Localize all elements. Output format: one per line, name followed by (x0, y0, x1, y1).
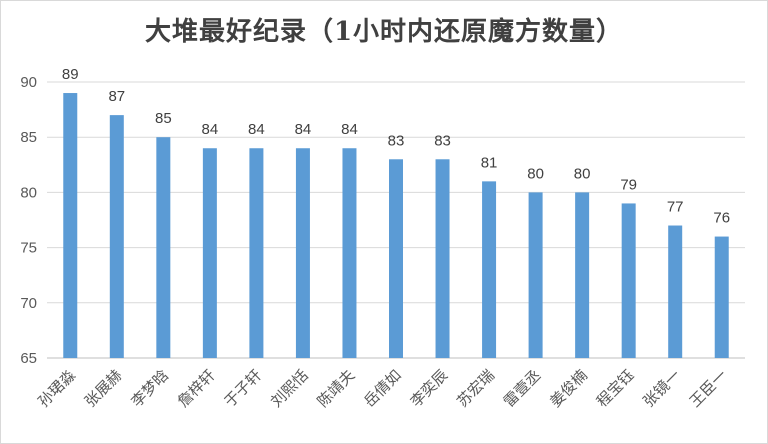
y-tick-label: 70 (20, 295, 37, 312)
x-tick-label: 孙珺淼 (35, 366, 80, 411)
data-label: 87 (108, 88, 125, 105)
bar (63, 93, 78, 358)
data-label: 83 (388, 132, 405, 149)
x-tick-label: 雷壹丞 (500, 366, 545, 411)
x-tick-label: 刘熙恬 (267, 366, 312, 411)
bar (575, 192, 590, 358)
data-label: 80 (574, 165, 591, 182)
y-tick-label: 65 (20, 350, 37, 367)
data-label: 84 (295, 121, 312, 138)
x-tick-label: 詹梓轩 (174, 366, 219, 411)
bar (156, 137, 171, 358)
data-label: 85 (155, 110, 172, 127)
y-tick-label: 80 (20, 184, 37, 201)
bar (668, 225, 683, 358)
bar (249, 148, 264, 358)
y-tick-label: 90 (20, 74, 37, 91)
bar (295, 148, 310, 358)
y-tick-label: 85 (20, 129, 37, 146)
bar (342, 148, 357, 358)
x-tick-label: 李奕辰 (407, 366, 452, 411)
x-tick-label: 姜俊楠 (546, 366, 591, 411)
data-label: 77 (667, 199, 684, 216)
bar (389, 159, 403, 358)
bar (714, 236, 729, 358)
x-tick-label: 张展赫 (81, 366, 126, 411)
bar (202, 148, 217, 358)
bar (109, 115, 124, 359)
data-label: 89 (62, 66, 79, 83)
x-tick-label: 于子轩 (221, 366, 266, 411)
chart-title: 大堆最好纪录（1小时内还原魔方数量） (144, 17, 624, 47)
data-label: 80 (527, 165, 544, 182)
data-label: 81 (481, 154, 498, 171)
y-tick-label: 75 (20, 240, 37, 257)
x-tick-label: 苏宏瑞 (453, 366, 498, 411)
data-label: 83 (434, 132, 451, 149)
x-tick-label: 李梦晗 (128, 366, 173, 411)
bar (621, 203, 636, 358)
x-tick-label: 程宝钰 (593, 366, 638, 411)
x-tick-label: 张镜一 (639, 366, 684, 411)
x-tick-label: 王臣一 (686, 366, 731, 411)
data-label: 76 (713, 210, 730, 227)
bar (528, 192, 543, 358)
data-label: 84 (202, 121, 219, 138)
data-label: 84 (248, 121, 265, 138)
bar (435, 159, 450, 358)
bar (482, 181, 497, 358)
x-tick-label: 陈靖夫 (314, 366, 359, 411)
x-tick-label: 岳倩如 (360, 366, 405, 411)
data-label: 84 (341, 121, 358, 138)
data-label: 79 (620, 176, 637, 193)
